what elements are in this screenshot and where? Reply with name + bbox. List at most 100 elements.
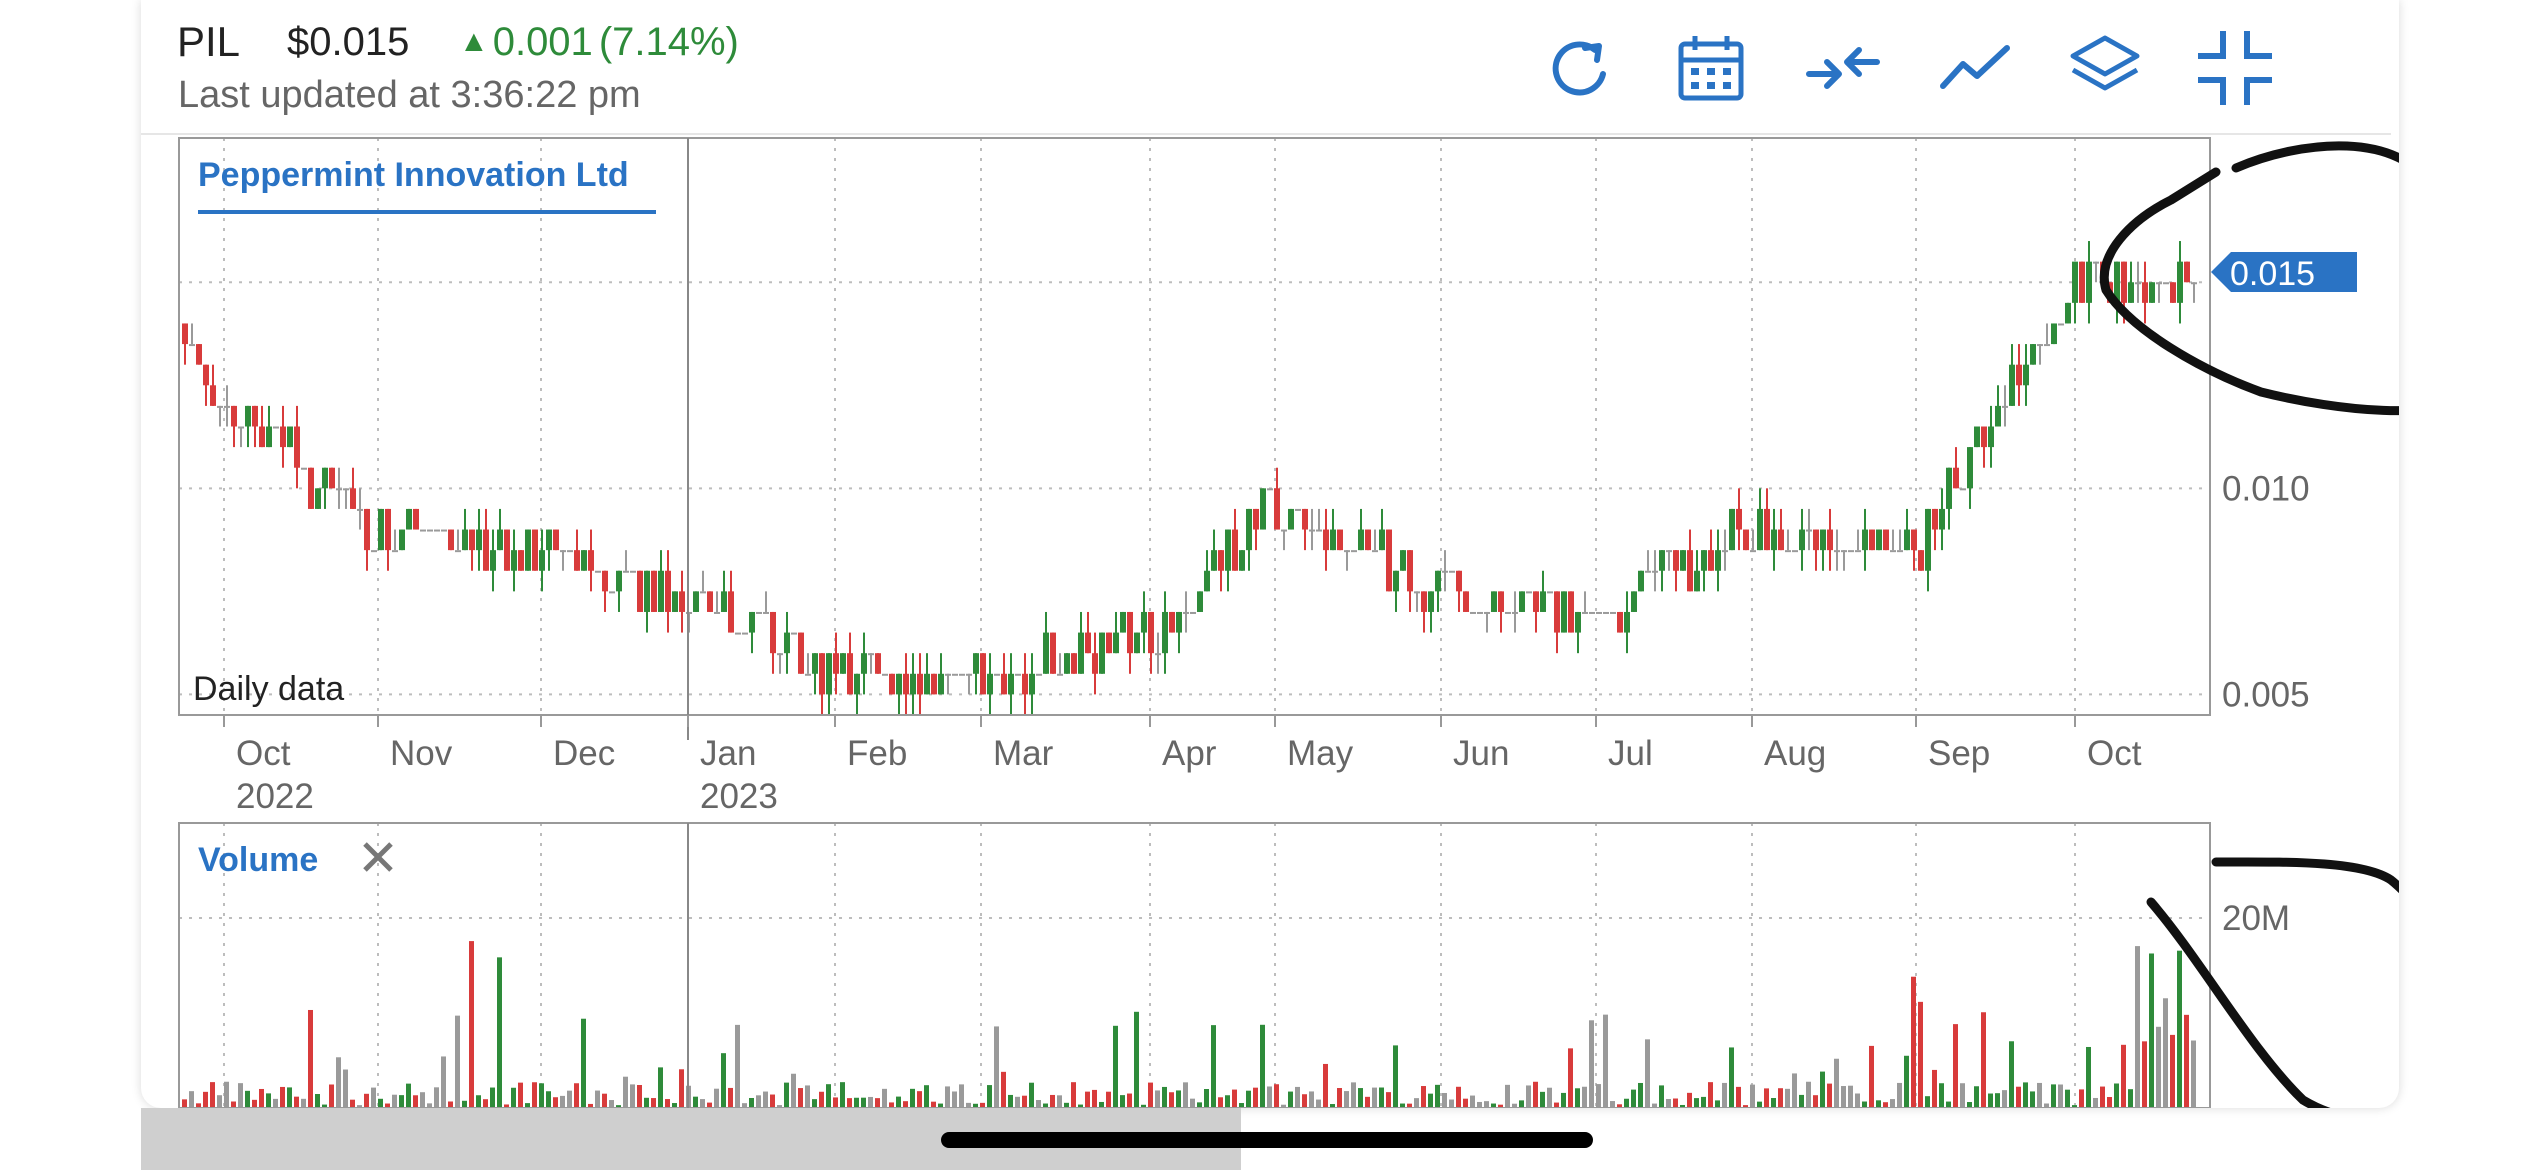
volume-bar	[756, 1095, 761, 1108]
y-tick-label: 0.010	[2222, 469, 2310, 508]
candle-body	[532, 529, 538, 571]
volume-bar	[1232, 1089, 1237, 1108]
candle-body	[840, 653, 846, 674]
layers-icon[interactable]	[2065, 28, 2145, 108]
candle-body	[910, 673, 916, 695]
candle-body	[1274, 488, 1280, 530]
volume-bar	[1190, 1098, 1195, 1108]
collapse-icon[interactable]	[2195, 28, 2275, 108]
volume-bar	[329, 1084, 334, 1108]
volume-bar	[280, 1086, 285, 1108]
volume-bar	[1869, 1045, 1874, 1108]
volume-bar	[742, 1103, 747, 1108]
candle-body	[1708, 550, 1714, 571]
line-chart-icon[interactable]	[1935, 28, 2015, 108]
candle-body	[1876, 529, 1882, 551]
candle-body	[1596, 611, 1602, 614]
candle-body	[847, 653, 853, 695]
volume-bar	[2072, 1105, 2077, 1108]
volume-bar	[427, 1103, 432, 1108]
candle-body	[1225, 529, 1231, 571]
volume-bar	[1449, 1099, 1454, 1108]
candle-body	[616, 570, 622, 592]
volume-bar	[630, 1084, 635, 1108]
volume-bar	[343, 1069, 348, 1108]
volume-title: Volume	[198, 841, 318, 879]
candle-body	[518, 550, 524, 571]
calendar-icon[interactable]	[1671, 28, 1751, 108]
volume-bar	[805, 1085, 810, 1108]
candle-body	[1064, 653, 1070, 674]
volume-bar	[1694, 1098, 1699, 1108]
volume-bar	[2023, 1082, 2028, 1108]
volume-bar	[1064, 1102, 1069, 1108]
volume-bar	[700, 1099, 705, 1108]
candle-body	[1687, 550, 1693, 592]
candle-body	[490, 550, 496, 571]
volume-bar	[2177, 950, 2182, 1108]
candle-body	[182, 323, 188, 345]
volume-bar	[560, 1095, 565, 1108]
compare-arrows-icon[interactable]	[1803, 28, 1883, 108]
candle-body	[700, 591, 706, 594]
candle-body	[497, 529, 503, 551]
volume-bar	[392, 1094, 397, 1108]
home-indicator[interactable]	[941, 1132, 1593, 1148]
volume-bar	[665, 1099, 670, 1108]
volume-bar	[749, 1097, 754, 1108]
candle-body	[1505, 611, 1511, 614]
candle-body	[1967, 447, 1973, 489]
volume-bar	[2191, 1040, 2196, 1108]
volume-bar	[2002, 1090, 2007, 1108]
candle-body	[1407, 550, 1413, 592]
chart-title[interactable]: Peppermint Innovation Ltd	[198, 156, 629, 194]
candle-body	[252, 405, 258, 427]
candle-body	[1260, 488, 1266, 530]
volume-bar	[1498, 1104, 1503, 1108]
candle-body	[1491, 591, 1497, 612]
candle-body	[1771, 529, 1777, 551]
volume-bar	[882, 1088, 887, 1108]
volume-bar	[301, 1098, 306, 1108]
close-volume-icon[interactable]	[363, 842, 393, 872]
candle-body	[1141, 611, 1147, 633]
candle-body	[462, 529, 468, 551]
refresh-icon[interactable]	[1541, 28, 1621, 108]
volume-bar	[616, 1105, 621, 1108]
candle-body	[546, 529, 552, 551]
candle-body	[217, 405, 223, 408]
candle-body	[630, 570, 636, 573]
candle-body	[735, 632, 741, 635]
volume-bar	[1281, 1104, 1286, 1108]
volume-bar	[182, 1099, 187, 1108]
daily-data-label: Daily data	[193, 670, 344, 708]
candle-body	[2184, 261, 2190, 283]
candle-body	[392, 550, 398, 553]
candle-body	[588, 550, 594, 571]
volume-bar	[441, 1056, 446, 1108]
candle-body	[399, 529, 405, 551]
volume-bar	[735, 1024, 740, 1108]
candle-body	[231, 405, 237, 427]
candle-body	[1834, 550, 1840, 553]
candle-body	[1715, 550, 1721, 571]
candle-body	[644, 570, 650, 612]
volume-bar	[1113, 1025, 1118, 1108]
volume-bar	[1127, 1093, 1132, 1108]
candle-body	[1932, 508, 1938, 530]
x-tick-label: Dec	[553, 734, 615, 773]
last-price: $0.015	[287, 20, 410, 64]
volume-bar	[707, 1102, 712, 1108]
volume-bar	[1953, 1024, 1958, 1108]
candle-body	[1421, 591, 1427, 612]
volume-bar	[1393, 1045, 1398, 1108]
candle-body	[294, 426, 300, 468]
volume-bar	[854, 1097, 859, 1108]
volume-bar	[1526, 1085, 1531, 1108]
candle-body	[1008, 673, 1014, 695]
candle-body	[1449, 570, 1455, 573]
candle-body	[371, 550, 377, 553]
candle-body	[469, 529, 475, 551]
volume-bar	[1463, 1098, 1468, 1108]
last-price-marker: 0.015	[2211, 252, 2357, 293]
